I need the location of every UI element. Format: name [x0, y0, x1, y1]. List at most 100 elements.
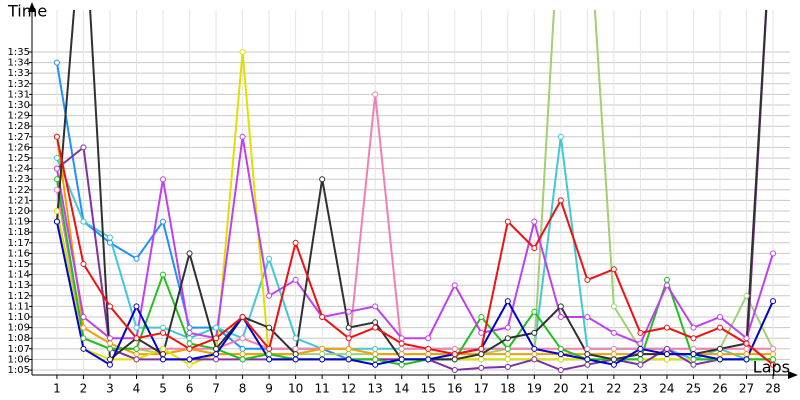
data-point [372, 324, 379, 331]
data-point [425, 335, 432, 342]
data-point [557, 367, 564, 374]
x-tick-label: 2 [80, 382, 88, 396]
data-point [80, 345, 87, 352]
y-tick-label: 1:30 [8, 100, 30, 111]
data-point [239, 133, 246, 140]
x-tick-label: 18 [500, 382, 515, 396]
data-point [690, 324, 697, 331]
data-point [610, 351, 617, 358]
data-point [557, 345, 564, 352]
data-point [478, 329, 485, 336]
x-tick-label: 4 [133, 382, 141, 396]
data-point [133, 356, 140, 363]
data-point [637, 329, 644, 336]
data-point [663, 282, 670, 289]
data-point [372, 361, 379, 368]
data-point [160, 218, 167, 225]
data-point [478, 345, 485, 352]
data-point [743, 335, 750, 342]
y-tick-label: 1:35 [8, 47, 30, 58]
data-point [690, 335, 697, 342]
data-point [53, 176, 60, 183]
data-point [584, 351, 591, 358]
data-point [53, 59, 60, 66]
data-point [637, 345, 644, 352]
y-tick-label: 1:05 [8, 365, 30, 376]
x-tick-label: 10 [288, 382, 303, 396]
data-point [451, 367, 458, 374]
data-point [716, 324, 723, 331]
data-point [53, 154, 60, 161]
data-point [610, 361, 617, 368]
x-tick-label: 22 [606, 382, 621, 396]
data-point [478, 351, 485, 358]
data-point [451, 345, 458, 352]
y-tick-label: 1:14 [8, 270, 30, 281]
data-point [106, 361, 113, 368]
data-point [239, 314, 246, 321]
y-tick-label: 1:23 [8, 174, 30, 185]
data-point [106, 303, 113, 310]
data-point [743, 292, 750, 299]
y-tick-label: 1:34 [8, 58, 30, 69]
data-point [372, 345, 379, 352]
data-point [504, 351, 511, 358]
data-point [531, 218, 538, 225]
data-point [504, 218, 511, 225]
y-tick-label: 1:27 [8, 132, 30, 143]
y-tick-label: 1:09 [8, 323, 30, 334]
data-point [372, 351, 379, 358]
data-point [557, 351, 564, 358]
data-point [80, 218, 87, 225]
data-point [504, 324, 511, 331]
x-tick-label: 27 [739, 382, 754, 396]
data-point [716, 345, 723, 352]
data-point [610, 329, 617, 336]
data-point [398, 340, 405, 347]
x-axis-title: Laps [753, 358, 790, 377]
x-tick-label: 20 [553, 382, 568, 396]
data-point [292, 239, 299, 246]
data-point [345, 356, 352, 363]
y-tick-label: 1:07 [8, 344, 30, 355]
data-point [531, 356, 538, 363]
data-point [451, 351, 458, 358]
x-tick-label: 26 [712, 382, 727, 396]
data-point [292, 345, 299, 352]
data-point [743, 340, 750, 347]
x-tick-label: 13 [368, 382, 383, 396]
data-point [213, 345, 220, 352]
data-point [319, 314, 326, 321]
data-point [690, 361, 697, 368]
data-point [398, 361, 405, 368]
y-axis-title: Time [7, 2, 47, 21]
y-tick-label: 1:06 [8, 354, 30, 365]
data-point [637, 340, 644, 347]
data-point [160, 271, 167, 278]
data-point [80, 324, 87, 331]
data-point [690, 345, 697, 352]
axes: Time Laps 1:051:061:071:081:091:101:111:… [7, 2, 798, 396]
data-point [531, 351, 538, 358]
data-point [106, 340, 113, 347]
y-tick-label: 1:11 [8, 301, 30, 312]
data-point [53, 165, 60, 172]
x-tick-label: 6 [186, 382, 194, 396]
x-tick-label: 7 [212, 382, 220, 396]
x-tick-label: 16 [447, 382, 462, 396]
data-point [80, 144, 87, 151]
data-point [186, 345, 193, 352]
data-point [557, 133, 564, 140]
data-point [186, 356, 193, 363]
data-point [584, 314, 591, 321]
x-tick-label: 11 [315, 382, 330, 396]
data-point [266, 324, 273, 331]
data-point [239, 335, 246, 342]
data-point [610, 303, 617, 310]
data-point [478, 314, 485, 321]
x-tick-label: 12 [341, 382, 356, 396]
data-point [372, 356, 379, 363]
data-point [557, 303, 564, 310]
data-point [425, 351, 432, 358]
